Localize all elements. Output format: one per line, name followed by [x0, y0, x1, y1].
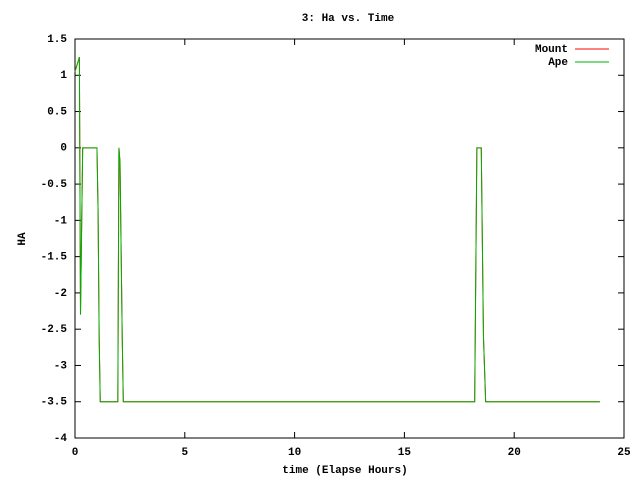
- y-tick-label: 0.5: [47, 106, 67, 118]
- x-tick-label: 0: [72, 447, 79, 459]
- x-tick-label: 5: [181, 447, 188, 459]
- data-line: [74, 56, 600, 403]
- x-tick-label: 10: [288, 447, 301, 459]
- y-tick-label: -1: [54, 215, 68, 227]
- y-tick-label: -3: [54, 360, 68, 372]
- y-tick-label: -2.5: [41, 324, 68, 336]
- plot-frame: [74, 38, 625, 439]
- x-tick-label: 15: [398, 447, 412, 459]
- y-tick-label: 1.5: [47, 34, 67, 46]
- x-tick-label: 20: [508, 447, 521, 459]
- y-tick-label: -2: [54, 288, 67, 300]
- chart-title: 3: Ha vs. Time: [302, 13, 395, 25]
- x-tick-label: 25: [617, 447, 631, 459]
- y-tick-label: 1: [60, 70, 67, 82]
- data-line: [74, 56, 600, 403]
- y-tick-label: -4: [54, 433, 68, 445]
- x-axis-label: time (Elapse Hours): [282, 465, 407, 477]
- y-tick-label: 0: [60, 143, 67, 155]
- y-axis-label: HA: [17, 232, 29, 246]
- y-tick-label: -3.5: [41, 397, 68, 409]
- y-tick-label: -1.5: [41, 252, 68, 264]
- legend-label: Mount: [535, 44, 568, 56]
- legend-label: Ape: [548, 57, 568, 69]
- y-tick-label: -0.5: [41, 179, 68, 191]
